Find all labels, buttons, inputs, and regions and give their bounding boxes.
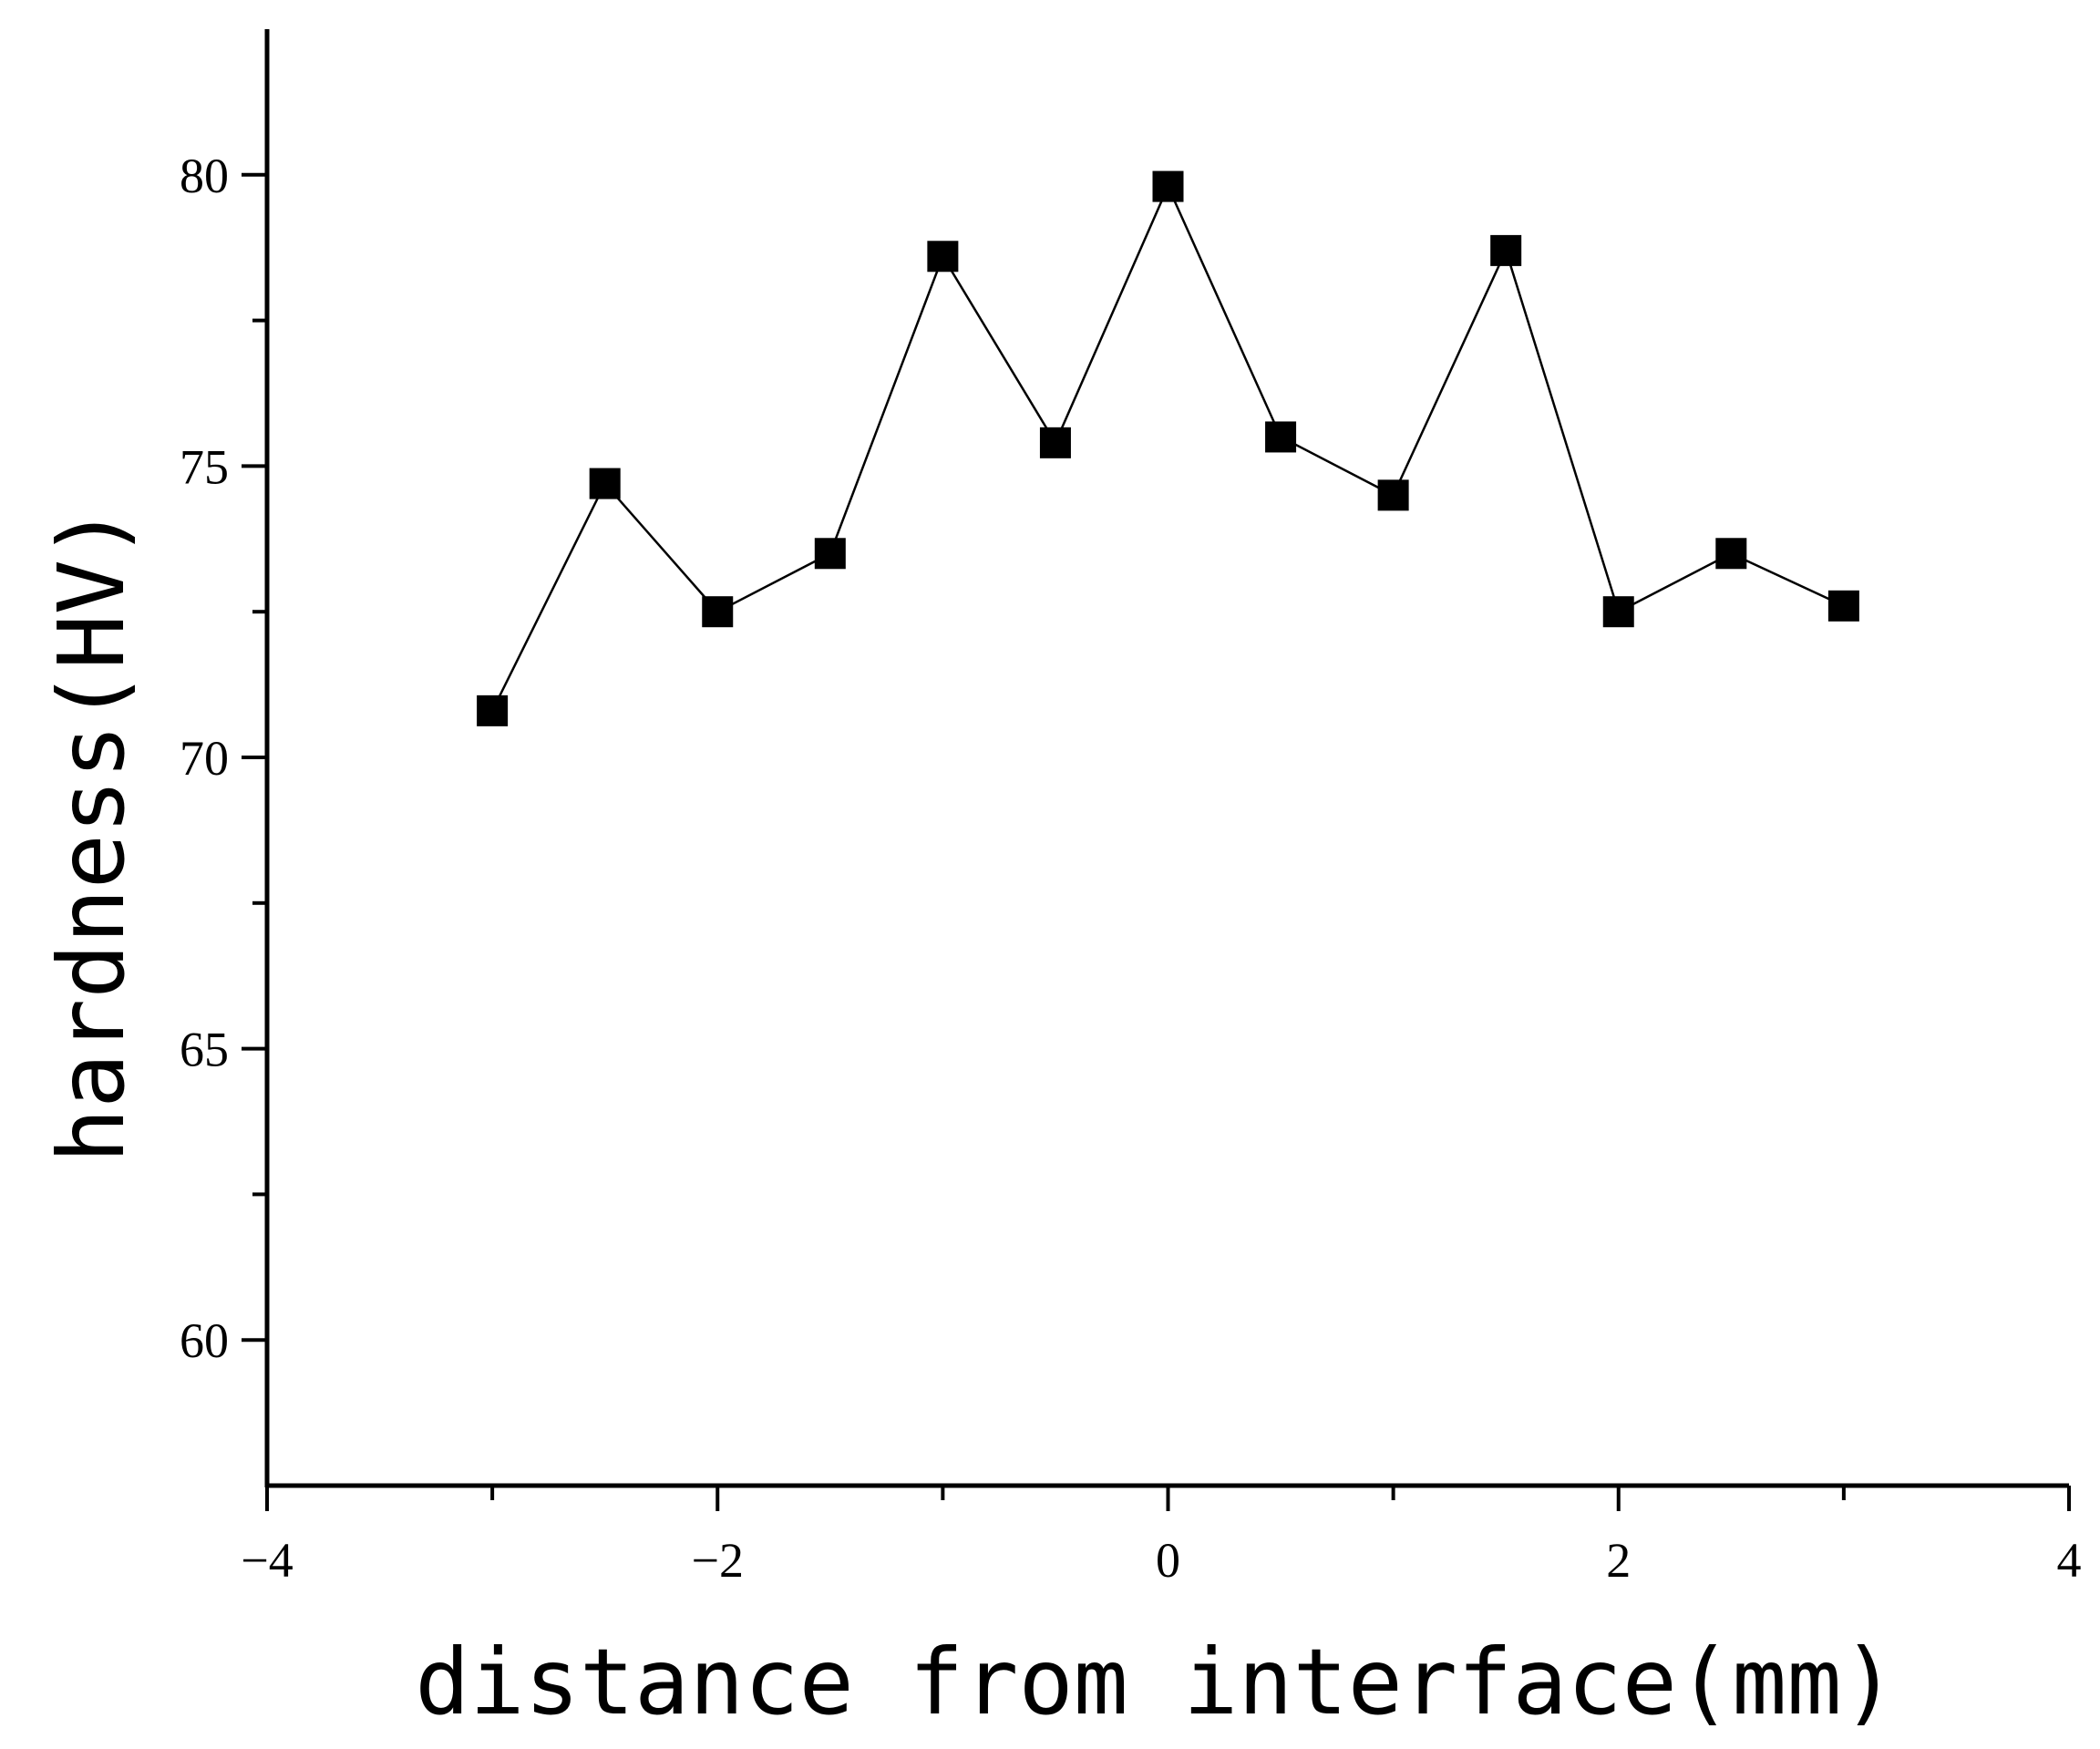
data-point: [1265, 421, 1297, 453]
y-tick-label: 80: [180, 149, 229, 203]
data-point: [702, 596, 734, 628]
y-axis-label: hardness(HV): [38, 505, 145, 1163]
ticks: −4 −2 0 2 4 60 65 70 75 80: [180, 149, 2082, 1588]
axes: [264, 29, 2069, 1488]
data-series: [477, 170, 1859, 726]
data-point: [927, 241, 959, 273]
data-point: [1377, 479, 1409, 511]
data-point: [1827, 590, 1859, 622]
data-point: [1490, 234, 1522, 266]
x-tick-label: −2: [692, 1533, 744, 1588]
x-tick-label: −4: [241, 1533, 293, 1588]
x-tick-label: 0: [1156, 1533, 1180, 1588]
data-point: [1715, 538, 1747, 570]
x-tick-label: 2: [1606, 1533, 1631, 1588]
y-tick-label: 60: [180, 1313, 229, 1368]
y-tick-label: 75: [180, 439, 229, 494]
data-point: [1602, 596, 1634, 628]
x-axis-label: distance from interface(mm): [415, 1629, 1897, 1735]
data-point: [589, 468, 621, 499]
series-line: [490, 183, 1845, 712]
data-point: [1152, 170, 1184, 202]
x-tick-label: 4: [2057, 1533, 2082, 1588]
y-tick-label: 70: [180, 731, 229, 786]
data-point: [814, 538, 846, 570]
data-point: [1039, 427, 1071, 458]
data-point: [477, 694, 509, 726]
y-tick-label: 65: [180, 1023, 229, 1077]
